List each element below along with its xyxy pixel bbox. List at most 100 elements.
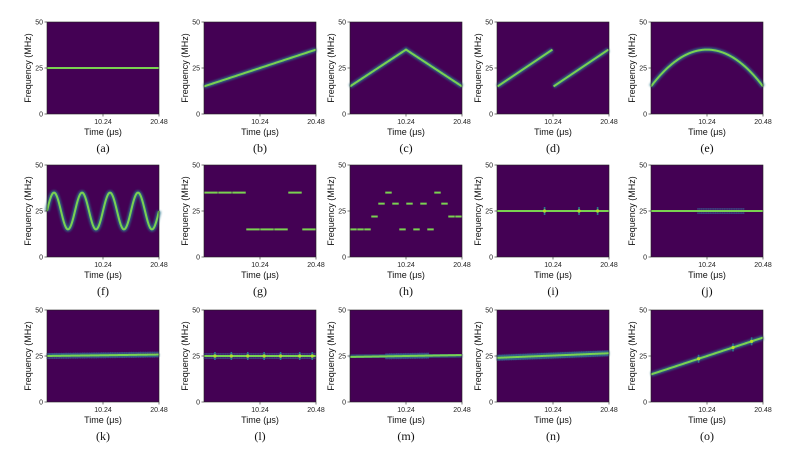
signal-trace (350, 190, 462, 232)
panel-caption: (c) (399, 141, 412, 155)
x-tick-label: 20.48 (453, 407, 471, 414)
panel-l: 0 25 50 10.24 20.48 Time (μs) Frequency (MHz) (… (180, 308, 325, 444)
signal-trace (203, 352, 316, 360)
x-axis-label: Time (μs) (387, 415, 425, 425)
interference-mark (278, 354, 283, 358)
y-axis-label: Frequency (MHz) (326, 33, 336, 103)
x-axis-label: Time (μs) (688, 127, 726, 137)
trace-line (496, 352, 610, 359)
y-axis-label: Frequency (MHz) (627, 321, 637, 391)
y-tick-label: 50 (338, 20, 346, 27)
y-tick-label: 25 (192, 66, 200, 73)
x-tick-label: 10.24 (251, 407, 269, 414)
x-axis-label: Time (μs) (688, 270, 726, 280)
signal-trace (203, 47, 317, 89)
y-tick-label: 25 (35, 209, 43, 216)
panel-o: 0 25 50 10.24 20.48 Time (μs) Frequency (MHz) (… (627, 308, 772, 444)
y-tick-label: 50 (338, 163, 346, 170)
y-tick-label: 50 (485, 20, 493, 27)
y-axis-label: Frequency (MHz) (180, 321, 190, 391)
plot-area (350, 165, 462, 257)
trace-line (650, 336, 764, 376)
y-axis-label: Frequency (MHz) (326, 176, 336, 246)
y-axis-label: Frequency (MHz) (473, 33, 483, 103)
x-axis-label: Time (μs) (387, 270, 425, 280)
interference-mark (577, 209, 581, 213)
y-axis-label: Frequency (MHz) (23, 176, 33, 246)
y-tick-label: 0 (342, 400, 346, 407)
x-tick-label: 20.48 (453, 262, 471, 269)
x-tick-label: 20.48 (150, 119, 168, 126)
panel-d: 0 25 50 10.24 20.48 Time (μs) Frequency (MHz) (… (473, 20, 618, 156)
y-tick-label: 25 (485, 354, 493, 361)
trace-line (46, 191, 160, 231)
interference-mark (213, 354, 217, 358)
signal-trace (649, 47, 765, 88)
x-tick-label: 20.48 (307, 262, 325, 269)
trace-line (552, 48, 610, 88)
x-tick-label: 10.24 (94, 407, 112, 414)
panel-c: 0 25 50 10.24 20.48 Time (μs) Frequency (MHz) (… (326, 20, 471, 156)
panel-caption: (h) (399, 284, 413, 298)
y-tick-label: 25 (35, 354, 43, 361)
panel-k: 0 25 50 10.24 20.48 Time (μs) Frequency (MHz) (… (23, 308, 168, 444)
signal-trace (496, 47, 610, 89)
x-tick-label: 10.24 (698, 262, 716, 269)
signal-trace (46, 351, 160, 360)
x-tick-label: 20.48 (600, 262, 618, 269)
x-tick-label: 20.48 (754, 407, 772, 414)
x-tick-label: 20.48 (453, 119, 471, 126)
x-tick-label: 10.24 (251, 262, 269, 269)
signal-trace (44, 190, 162, 232)
y-tick-label: 0 (39, 400, 43, 407)
y-tick-label: 25 (639, 66, 647, 73)
signal-trace (651, 208, 763, 214)
y-axis-label: Frequency (MHz) (473, 176, 483, 246)
interference-mark (298, 354, 302, 358)
panel-m: 0 25 50 10.24 20.48 Time (μs) Frequency (MHz) (… (326, 308, 471, 444)
y-tick-label: 0 (39, 112, 43, 119)
panel-j: 0 25 50 10.24 20.48 Time (μs) Frequency (MHz) (… (627, 163, 772, 299)
y-tick-label: 50 (485, 308, 493, 315)
y-tick-label: 0 (39, 255, 43, 262)
y-tick-label: 0 (342, 112, 346, 119)
y-tick-label: 50 (639, 163, 647, 170)
panel-caption: (d) (546, 141, 560, 155)
panel-e: 0 25 50 10.24 20.48 Time (μs) Frequency (MHz) (… (627, 20, 772, 156)
x-tick-label: 10.24 (544, 407, 562, 414)
x-axis-label: Time (μs) (387, 127, 425, 137)
x-tick-label: 20.48 (150, 407, 168, 414)
trace-line (46, 353, 160, 357)
y-axis-label: Frequency (MHz) (180, 33, 190, 103)
panel-caption: (e) (700, 141, 713, 155)
interference-mark (731, 345, 735, 350)
x-tick-label: 10.24 (698, 119, 716, 126)
x-tick-label: 10.24 (397, 407, 415, 414)
panel-caption: (j) (701, 284, 712, 298)
y-axis-label: Frequency (MHz) (627, 33, 637, 103)
x-tick-label: 20.48 (754, 119, 772, 126)
y-tick-label: 25 (35, 66, 43, 73)
trace-line (203, 48, 317, 88)
x-tick-label: 20.48 (150, 262, 168, 269)
y-tick-label: 25 (338, 66, 346, 73)
y-tick-label: 50 (35, 163, 43, 170)
plot-area (350, 22, 462, 114)
x-axis-label: Time (μs) (534, 127, 572, 137)
y-tick-label: 0 (643, 112, 647, 119)
y-axis-label: Frequency (MHz) (473, 321, 483, 391)
panel-b: 0 25 50 10.24 20.48 Time (μs) Frequency (MHz) (… (180, 20, 325, 156)
panel-caption: (k) (96, 429, 110, 443)
panel-g: 0 25 50 10.24 20.48 Time (μs) Frequency (MHz) (… (180, 163, 325, 299)
plot-area (497, 22, 609, 114)
interference-mark (229, 354, 233, 358)
y-tick-label: 50 (338, 308, 346, 315)
x-tick-label: 10.24 (397, 119, 415, 126)
x-tick-label: 20.48 (754, 262, 772, 269)
x-tick-label: 10.24 (397, 262, 415, 269)
y-tick-label: 0 (489, 112, 493, 119)
panel-i: 0 25 50 10.24 20.48 Time (μs) Frequency (MHz) (… (473, 163, 618, 299)
interference-mark (750, 339, 754, 343)
x-tick-label: 20.48 (307, 407, 325, 414)
panel-h: 0 25 50 10.24 20.48 Time (μs) Frequency (MHz) (… (326, 163, 471, 299)
